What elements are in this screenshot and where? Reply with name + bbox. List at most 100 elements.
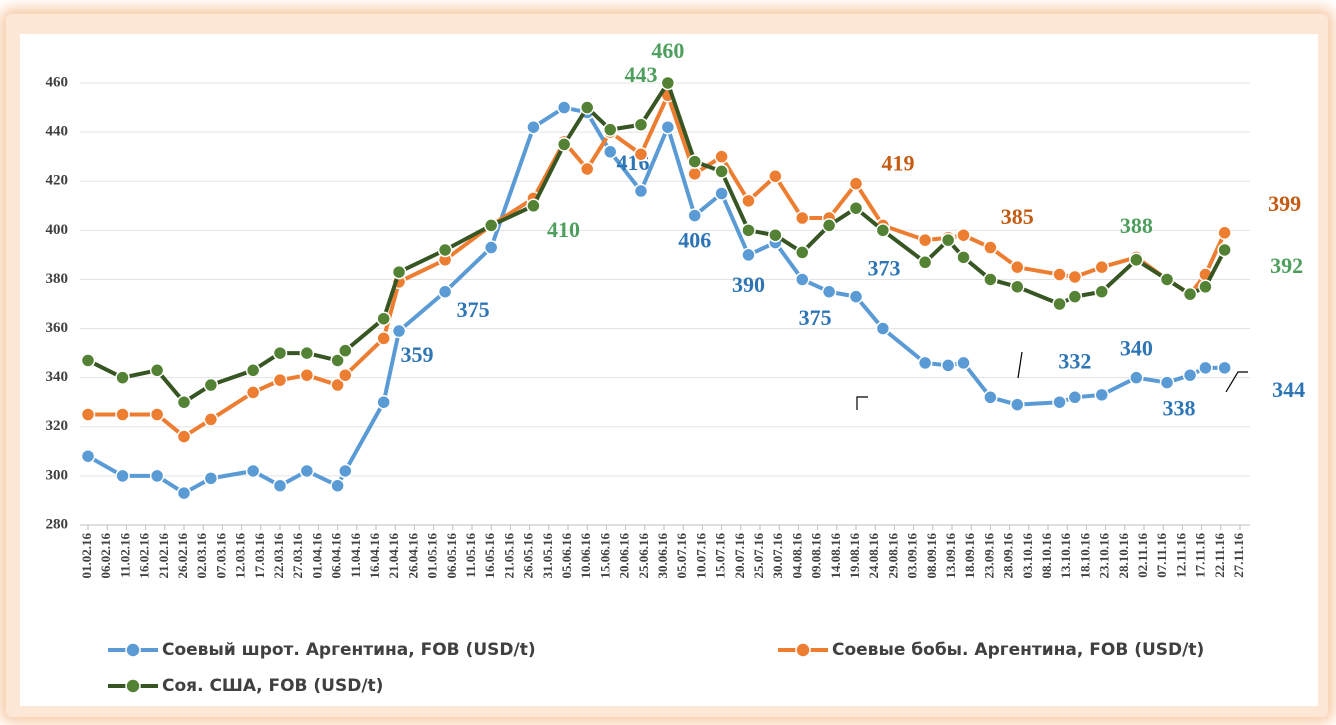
point xyxy=(245,363,261,378)
x-tick-label: 19.08.16 xyxy=(847,533,862,579)
legend-marker xyxy=(125,642,141,658)
point xyxy=(821,218,837,233)
data-label: 359 xyxy=(401,342,434,367)
x-tick-label: 22.03.16 xyxy=(271,533,286,579)
point xyxy=(741,247,756,263)
point xyxy=(768,227,783,243)
point xyxy=(1010,279,1025,295)
y-tick-label: 340 xyxy=(46,369,69,385)
y-tick-label: 420 xyxy=(46,173,69,189)
point xyxy=(80,448,96,464)
point xyxy=(149,363,165,378)
data-label: 340 xyxy=(1120,336,1153,361)
x-tick-label: 06.05.16 xyxy=(444,533,459,579)
point xyxy=(330,478,345,493)
point xyxy=(848,289,864,304)
point xyxy=(714,149,729,164)
point xyxy=(687,166,702,182)
point xyxy=(768,169,783,184)
data-label: 385 xyxy=(1001,204,1034,229)
point xyxy=(917,232,933,248)
point xyxy=(633,146,649,162)
point xyxy=(1129,370,1144,385)
x-tick-label: 23.09.16 xyxy=(981,533,996,579)
x-tick-label: 10.07.16 xyxy=(693,533,708,579)
point xyxy=(376,331,391,346)
data-label: 406 xyxy=(678,228,711,253)
y-tick-label: 320 xyxy=(46,418,69,434)
point xyxy=(956,227,971,243)
data-label: 375 xyxy=(799,305,832,330)
data-label: 373 xyxy=(868,256,901,281)
point xyxy=(272,478,288,493)
x-tick-label: 13.09.16 xyxy=(943,533,958,579)
x-tick-label: 03.09.16 xyxy=(905,533,920,579)
point xyxy=(1159,375,1175,390)
legend-label: Соевые бобы. Аргентина, FOB (USD/t) xyxy=(832,640,1204,660)
point xyxy=(245,385,261,400)
x-tick-label: 27.03.16 xyxy=(290,533,305,579)
x-tick-label: 05.07.16 xyxy=(674,533,689,579)
point xyxy=(602,122,618,137)
x-tick-label: 12.03.16 xyxy=(233,533,248,579)
data-label: 338 xyxy=(1163,396,1196,421)
point xyxy=(794,245,810,260)
point xyxy=(983,272,998,287)
point xyxy=(149,468,165,484)
x-tick-label: 25.06.16 xyxy=(636,533,651,579)
point xyxy=(1182,286,1198,302)
x-tick-label: 01.02.16 xyxy=(79,533,94,579)
x-tick-label: 25.07.16 xyxy=(751,533,766,579)
point xyxy=(714,164,729,179)
point xyxy=(1217,242,1232,258)
x-tick-label: 04.08.16 xyxy=(789,533,804,579)
leader-line xyxy=(1017,351,1023,379)
x-tick-label: 30.07.16 xyxy=(770,533,785,579)
plot-panel xyxy=(20,34,1318,706)
y-tick-label: 300 xyxy=(46,467,69,483)
point xyxy=(483,240,499,255)
x-tick-label: 13.10.16 xyxy=(1058,533,1073,579)
x-tick-label: 21.05.16 xyxy=(501,533,516,579)
x-tick-label: 21.02.16 xyxy=(156,533,171,579)
x-tick-label: 26.05.16 xyxy=(521,533,536,579)
point xyxy=(330,377,345,393)
x-tick-label: 07.11.16 xyxy=(1154,533,1169,578)
x-tick-label: 06.02.16 xyxy=(98,533,113,579)
point xyxy=(80,407,96,422)
point xyxy=(338,367,353,383)
point xyxy=(821,284,837,299)
point xyxy=(794,210,810,226)
point xyxy=(245,463,261,479)
data-label: 460 xyxy=(651,38,684,63)
point xyxy=(115,407,130,422)
point xyxy=(741,193,756,209)
point xyxy=(338,463,353,479)
legend-marker xyxy=(795,642,811,658)
point xyxy=(1198,360,1213,376)
data-label: 419 xyxy=(882,151,915,176)
x-tick-label: 02.03.16 xyxy=(194,533,209,579)
point xyxy=(940,358,956,373)
point xyxy=(526,198,541,214)
y-tick-label: 280 xyxy=(46,516,69,532)
point xyxy=(1129,252,1144,268)
point xyxy=(176,394,192,410)
point xyxy=(875,321,891,336)
x-tick-label: 17.03.16 xyxy=(252,533,267,579)
point xyxy=(1010,397,1025,412)
point xyxy=(376,394,391,410)
point xyxy=(272,372,288,388)
point xyxy=(579,100,595,115)
point xyxy=(80,353,96,368)
point xyxy=(391,323,407,339)
point xyxy=(330,353,345,368)
x-tick-label: 21.04.16 xyxy=(386,533,401,579)
point xyxy=(660,75,676,91)
x-tick-label: 17.11.16 xyxy=(1193,533,1208,578)
y-tick-label: 440 xyxy=(46,124,69,140)
data-label: 392 xyxy=(1270,253,1303,278)
x-tick-label: 29.08.16 xyxy=(885,533,900,579)
x-tick-label: 08.09.16 xyxy=(924,533,939,579)
